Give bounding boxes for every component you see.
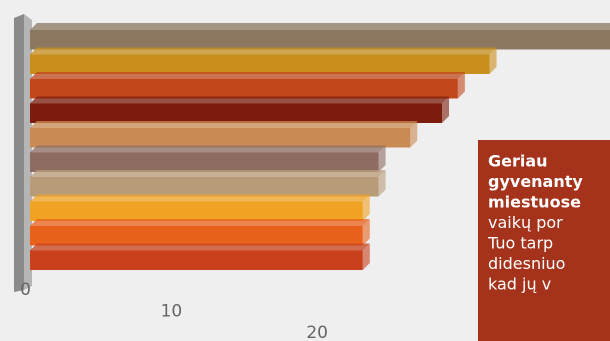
bar-top — [30, 145, 386, 153]
annotation-text: miestuose — [488, 193, 581, 212]
bar-top — [30, 23, 610, 30]
bar-top — [30, 47, 497, 55]
annotation-text: gyvenanty — [488, 172, 583, 191]
bar-top — [30, 170, 386, 177]
bar — [30, 79, 458, 99]
bar-end — [362, 243, 370, 270]
bar-top — [30, 72, 465, 79]
bar-end — [442, 96, 450, 123]
bar-end — [457, 72, 465, 99]
bar-end — [378, 170, 386, 197]
bar-end — [378, 145, 386, 172]
annotation-box — [478, 140, 610, 341]
bar-end — [489, 47, 497, 74]
x-tick-label: 0 — [20, 280, 31, 300]
side-wall — [14, 14, 24, 292]
bar-end — [362, 194, 370, 221]
bar-top — [30, 243, 370, 251]
x-tick-label: 10 — [161, 302, 183, 322]
bar-end — [362, 219, 370, 246]
annotation-text: Geriau — [488, 152, 548, 171]
annotation-text: kad jų v — [488, 275, 551, 294]
bar — [30, 128, 411, 148]
bar-end — [410, 121, 418, 148]
bar — [30, 54, 490, 74]
bar — [30, 177, 379, 197]
bar-top — [30, 121, 418, 128]
annotation-text: didesniuo — [488, 254, 565, 273]
bar-top — [30, 96, 450, 104]
bar-top — [30, 194, 370, 202]
annotation-text: vaikų por — [488, 213, 563, 232]
bar — [30, 30, 610, 50]
bar — [30, 226, 363, 246]
bar — [30, 201, 363, 221]
bar — [30, 250, 363, 270]
bar — [30, 152, 379, 172]
bar — [30, 103, 443, 123]
x-tick-label: 20 — [306, 323, 328, 341]
annotation-text: Tuo tarp — [487, 234, 553, 253]
bar-top — [30, 219, 370, 226]
